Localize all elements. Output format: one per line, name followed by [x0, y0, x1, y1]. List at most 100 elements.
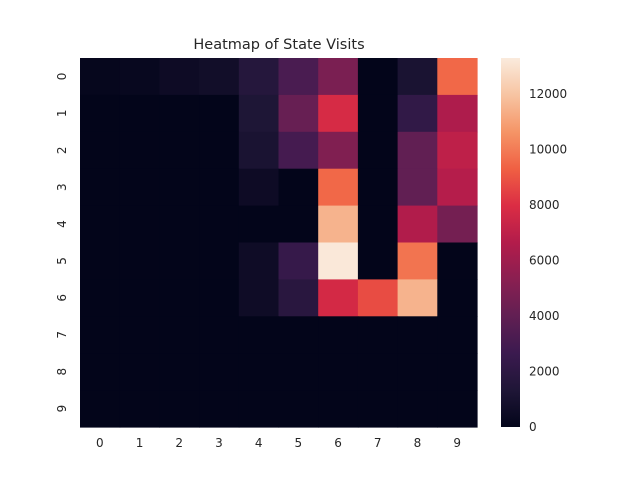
- x-tick-label: 1: [136, 436, 144, 450]
- heatmap-cell: [80, 131, 121, 170]
- x-tick-label: 9: [453, 436, 461, 450]
- heatmap-cell: [357, 242, 399, 280]
- x-tick-label: 7: [374, 436, 382, 450]
- heatmap-cell: [80, 353, 121, 391]
- colorbar-tick-label: 0: [529, 420, 537, 434]
- heatmap-cell: [278, 205, 319, 244]
- heatmap-cell: [318, 242, 359, 280]
- heatmap-cell: [437, 58, 478, 96]
- heatmap-cell: [318, 353, 359, 391]
- heatmap-cell: [318, 58, 359, 96]
- heatmap-cell: [119, 205, 160, 244]
- heatmap-cell: [278, 242, 319, 280]
- heatmap-cell: [238, 353, 280, 391]
- heatmap-cell: [238, 168, 280, 207]
- heatmap-cell: [357, 390, 399, 428]
- colorbar: [501, 58, 520, 427]
- colorbar-tick-labels: 0 2000 4000 6000 8000 10000 12000: [529, 87, 567, 434]
- colorbar-tick-label: 12000: [529, 87, 567, 101]
- colorbar-tick-label: 4000: [529, 309, 560, 323]
- heatmap-cell: [397, 131, 438, 170]
- heatmap-cell: [238, 94, 280, 133]
- y-tick-label: 6: [55, 294, 69, 302]
- heatmap-cell: [397, 94, 438, 133]
- heatmap-cell: [437, 279, 478, 317]
- heatmap-cell: [199, 390, 240, 428]
- heatmap-cell: [437, 390, 478, 428]
- heatmap-cell: [119, 242, 160, 280]
- y-tick-label: 1: [55, 110, 69, 118]
- heatmap-cell: [199, 353, 240, 391]
- y-tick-label: 2: [55, 146, 69, 154]
- heatmap-cell: [119, 279, 160, 317]
- heatmap-cell: [357, 205, 399, 244]
- heatmap-cell: [318, 168, 359, 207]
- y-tick-label: 5: [55, 257, 69, 265]
- x-tick-label: 6: [334, 436, 342, 450]
- colorbar-tick-label: 2000: [529, 365, 560, 379]
- heatmap-cell: [318, 131, 359, 170]
- heatmap-cell: [437, 316, 478, 354]
- heatmap-cell: [159, 205, 200, 244]
- heatmap-cell: [238, 205, 280, 244]
- heatmap-cell: [397, 316, 438, 354]
- y-tick-label: 3: [55, 183, 69, 191]
- heatmap-cell: [159, 131, 200, 170]
- colorbar-tick-label: 8000: [529, 198, 560, 212]
- heatmap-cell: [199, 168, 240, 207]
- heatmap-cell: [397, 279, 438, 317]
- heatmap-cell: [437, 205, 478, 244]
- heatmap-cell: [80, 242, 121, 280]
- heatmap-cell: [397, 205, 438, 244]
- y-tick-labels: 0 1 2 3 4 5 6 7 8 9: [55, 73, 69, 413]
- heatmap-cell: [357, 279, 399, 317]
- heatmap-cell: [357, 58, 399, 96]
- colorbar-tick-label: 10000: [529, 143, 567, 157]
- heatmap-cell: [278, 58, 319, 96]
- x-tick-label: 4: [255, 436, 263, 450]
- heatmap-cell: [278, 390, 319, 428]
- heatmap-cell: [397, 353, 438, 391]
- heatmap-cell: [159, 94, 200, 133]
- x-tick-labels: 0 1 2 3 4 5 6 7 8 9: [96, 436, 461, 450]
- heatmap-cell: [80, 390, 121, 428]
- heatmap-cell: [357, 168, 399, 207]
- heatmap-cell: [159, 58, 200, 96]
- heatmap-cell: [80, 168, 121, 207]
- heatmap-cell: [318, 205, 359, 244]
- heatmap-cell: [437, 94, 478, 133]
- heatmap-cell: [357, 316, 399, 354]
- heatmap-cell: [318, 390, 359, 428]
- heatmap-cell: [397, 390, 438, 428]
- y-tick-label: 7: [55, 331, 69, 339]
- heatmap-cell: [238, 279, 280, 317]
- heatmap-cell: [159, 390, 200, 428]
- heatmap-cell: [119, 168, 160, 207]
- heatmap-cell: [397, 242, 438, 280]
- heatmap-cell: [238, 390, 280, 428]
- y-tick-label: 9: [55, 405, 69, 413]
- x-tick-label: 0: [96, 436, 104, 450]
- x-tick-label: 3: [215, 436, 223, 450]
- heatmap-cell: [119, 58, 160, 96]
- heatmap-cell: [80, 279, 121, 317]
- heatmap-cell: [159, 168, 200, 207]
- heatmap-cell: [278, 279, 319, 317]
- heatmap-cell: [397, 168, 438, 207]
- heatmap-cell: [437, 242, 478, 280]
- heatmap-cell: [199, 316, 240, 354]
- heatmap-cell: [318, 94, 359, 133]
- heatmap-cell: [80, 316, 121, 354]
- heatmap-cell: [119, 390, 160, 428]
- heatmap-cell: [238, 316, 280, 354]
- heatmap-cell: [80, 205, 121, 244]
- x-tick-label: 5: [295, 436, 303, 450]
- heatmap-cell: [199, 58, 240, 96]
- heatmap-cell: [278, 168, 319, 207]
- heatmap-cell: [159, 242, 200, 280]
- heatmap-cell: [278, 316, 319, 354]
- heatmap-cell: [159, 279, 200, 317]
- y-tick-label: 4: [55, 220, 69, 228]
